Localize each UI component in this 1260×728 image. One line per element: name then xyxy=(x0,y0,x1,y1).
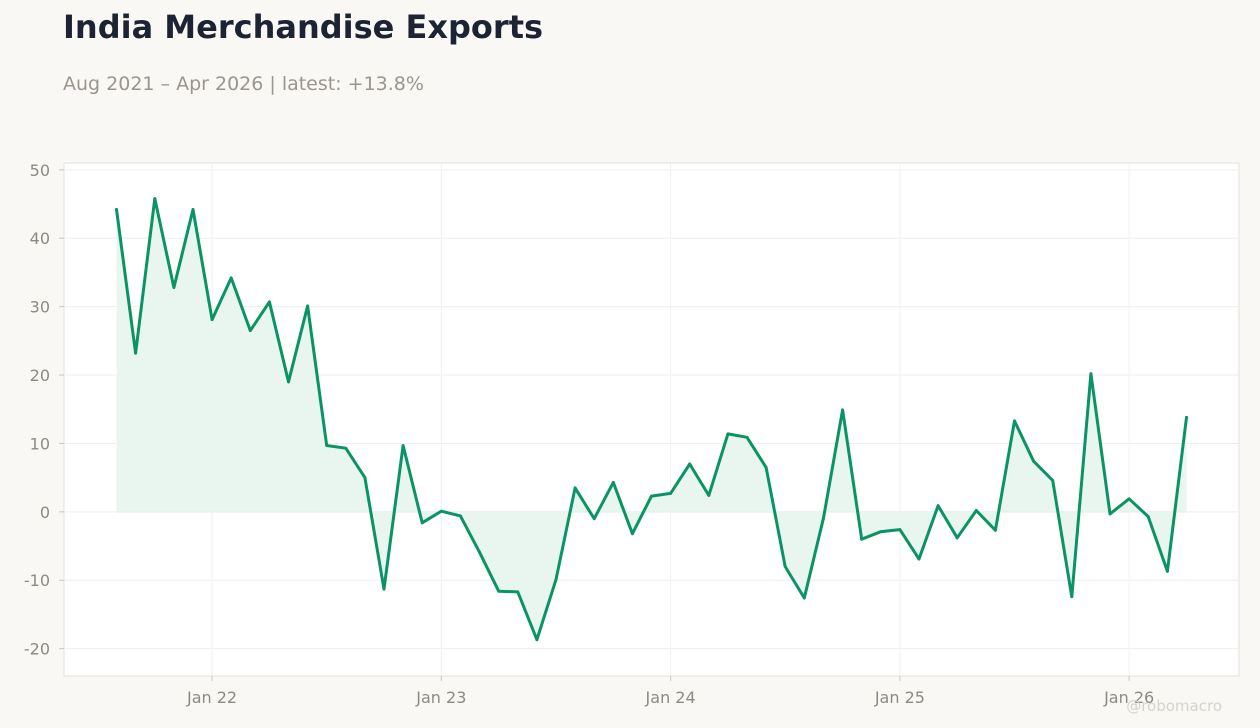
data-point-2022-07 xyxy=(325,444,329,447)
data-point-2023-02 xyxy=(459,514,462,518)
x-tick-label: Jan 25 xyxy=(874,688,925,707)
y-tick-label: 40 xyxy=(30,229,50,248)
data-point-2023-01 xyxy=(439,509,443,513)
y-tick-label: 50 xyxy=(30,161,50,180)
data-point-2021-11 xyxy=(172,286,176,289)
watermark: @robomacro xyxy=(1126,697,1222,715)
y-tick-label: 10 xyxy=(30,434,50,453)
data-point-2022-11 xyxy=(401,444,405,447)
x-tick-label: Jan 23 xyxy=(415,688,466,707)
data-point-2024-12 xyxy=(879,530,883,534)
area-fill xyxy=(116,198,1187,640)
data-point-2024-07 xyxy=(783,565,787,568)
y-tick-label: -20 xyxy=(24,640,50,659)
data-point-2022-05 xyxy=(287,380,290,384)
data-point-2023-11 xyxy=(630,532,634,536)
data-point-2025-04 xyxy=(955,536,959,540)
data-point-2024-11 xyxy=(860,537,864,541)
x-axis: Jan 22 Jan 23 Jan 24 Jan 25 Jan 26 xyxy=(186,676,1154,707)
data-point-2025-12 xyxy=(1108,512,1112,516)
data-point-2022-02 xyxy=(229,276,233,280)
data-point-2024-09 xyxy=(822,516,825,520)
data-point-2024-10 xyxy=(841,408,844,412)
data-point-2025-02 xyxy=(917,557,921,561)
data-point-2022-01 xyxy=(210,318,214,322)
y-tick-label: 0 xyxy=(40,503,50,522)
data-point-2023-08 xyxy=(573,486,577,490)
data-point-2022-09 xyxy=(363,476,367,480)
data-point-2024-08 xyxy=(802,596,806,600)
data-point-2023-04 xyxy=(497,589,501,593)
data-point-2022-04 xyxy=(267,300,271,304)
data-point-2026-02 xyxy=(1146,515,1150,519)
data-point-2023-09 xyxy=(592,517,596,521)
data-point-2025-08 xyxy=(1032,459,1036,463)
data-point-2022-10 xyxy=(382,587,386,591)
data-point-2025-05 xyxy=(974,509,978,512)
data-points xyxy=(115,197,1188,642)
data-point-2022-03 xyxy=(248,329,252,332)
data-point-2023-06 xyxy=(535,638,539,642)
data-point-2024-04 xyxy=(726,432,730,436)
data-point-2024-06 xyxy=(764,465,768,469)
data-point-2023-12 xyxy=(650,494,653,498)
data-point-2024-02 xyxy=(688,462,692,466)
data-point-2022-08 xyxy=(344,446,348,450)
y-tick-label: 30 xyxy=(30,298,50,317)
y-axis: 50 40 30 20 10 0 -10 -20 xyxy=(24,161,64,659)
data-point-2023-10 xyxy=(611,481,615,484)
data-point-2024-03 xyxy=(707,494,711,497)
data-point-2026-01 xyxy=(1127,497,1131,501)
y-tick-label: 20 xyxy=(30,366,50,385)
data-point-2026-03 xyxy=(1165,569,1169,573)
data-point-2026-04 xyxy=(1185,416,1188,419)
data-point-2023-03 xyxy=(478,550,481,554)
chart-subtitle: Aug 2021 – Apr 2026 | latest: +13.8% xyxy=(63,73,424,95)
data-point-2025-10 xyxy=(1070,595,1074,599)
data-point-2021-09 xyxy=(134,351,138,355)
data-point-2025-06 xyxy=(994,528,997,532)
y-tick-label: -10 xyxy=(24,571,50,590)
data-point-2025-09 xyxy=(1051,478,1055,482)
chart-title: India Merchandise Exports xyxy=(63,8,544,46)
data-point-2022-06 xyxy=(306,304,309,308)
x-tick-label: Jan 24 xyxy=(645,688,696,707)
data-point-2023-07 xyxy=(554,578,558,581)
data-point-2025-03 xyxy=(936,504,940,508)
data-point-2023-05 xyxy=(516,590,520,594)
data-point-2024-05 xyxy=(745,435,749,439)
x-tick-label: Jan 22 xyxy=(186,688,237,707)
data-point-2025-07 xyxy=(1013,419,1016,423)
data-point-2025-01 xyxy=(898,528,902,532)
data-point-2021-08 xyxy=(115,208,118,211)
data-point-2025-11 xyxy=(1089,372,1093,376)
data-point-2021-10 xyxy=(153,197,157,200)
data-point-2024-01 xyxy=(669,491,673,495)
x-tick-label: Jan 26 xyxy=(1103,688,1154,707)
data-point-2021-12 xyxy=(191,208,195,211)
data-point-2022-12 xyxy=(420,521,424,525)
